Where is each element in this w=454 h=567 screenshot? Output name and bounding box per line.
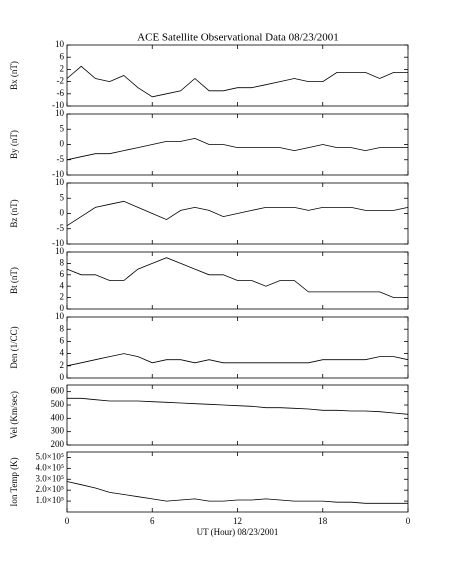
data-line — [66, 353, 409, 367]
y-tick-label: 0 — [60, 208, 65, 218]
data-line — [67, 397, 409, 415]
y-tick-label: 5 — [60, 192, 65, 202]
y-tick-label: 10 — [55, 311, 65, 321]
y-tick-label: 2.0×10⁵ — [36, 484, 64, 494]
y-tick-label: 6 — [60, 269, 65, 279]
x-tick-label: 18 — [318, 516, 328, 526]
y-axis-label: Ion Temp (K) — [9, 457, 19, 506]
y-tick-label: 5 — [60, 123, 65, 133]
y-tick-label: 500 — [51, 399, 65, 409]
y-tick-label: 6 — [60, 335, 65, 345]
y-tick-label: 2 — [60, 360, 65, 370]
y-tick-label: -5 — [57, 223, 65, 233]
y-tick-label: 200 — [51, 439, 65, 449]
y-tick-label: 3.0×10⁵ — [36, 473, 64, 483]
y-tick-label: 4 — [60, 348, 65, 358]
y-axis-label: Vel (Km/sec) — [9, 391, 19, 439]
x-tick-label: 0 — [406, 516, 411, 526]
panel-frame — [66, 316, 409, 379]
panel-frame — [66, 113, 409, 176]
y-tick-label: -10 — [52, 169, 64, 179]
y-tick-label: 300 — [51, 426, 65, 436]
x-tick-label: 6 — [150, 516, 155, 526]
y-axis-label: Bx (nT) — [9, 61, 19, 90]
data-line — [66, 257, 408, 298]
y-tick-label: 1.0×10⁵ — [36, 495, 64, 505]
panel-frame — [66, 44, 409, 107]
data-line — [66, 200, 409, 227]
y-tick-label: 8 — [60, 323, 65, 333]
y-tick-label: 2 — [60, 292, 65, 302]
y-tick-label: 8 — [60, 257, 65, 267]
y-tick-label: 6 — [60, 51, 65, 61]
y-tick-label: 0 — [60, 139, 65, 149]
panel-frame — [66, 384, 409, 446]
y-tick-label: 10 — [55, 108, 65, 118]
data-line — [66, 65, 408, 98]
y-tick-label: -10 — [52, 238, 64, 248]
y-tick-label: 10 — [55, 39, 65, 49]
y-tick-label: 10 — [55, 177, 65, 187]
x-axis-label: UT (Hour) 08/23/2001 — [197, 527, 279, 537]
x-tick-label: 12 — [233, 516, 242, 526]
y-tick-label: 10 — [55, 246, 65, 256]
data-line — [66, 481, 408, 504]
y-tick-label: -5 — [57, 154, 65, 164]
y-axis-label: Den (1/CC) — [9, 326, 19, 368]
chart-title: ACE Satellite Observational Data 08/23/2… — [137, 32, 339, 44]
y-tick-label: -6 — [57, 88, 65, 98]
y-axis-label: Bt (nT) — [9, 267, 19, 294]
y-tick-label: 600 — [51, 386, 65, 396]
y-tick-label: 5.0×10⁵ — [36, 452, 64, 462]
y-tick-label: 0 — [60, 372, 65, 382]
data-line — [66, 137, 408, 161]
y-tick-label: -2 — [57, 76, 65, 86]
y-tick-label: 4.0×10⁵ — [36, 462, 64, 472]
y-axis-label: Bz (nT) — [9, 199, 19, 227]
y-tick-label: 0 — [60, 303, 65, 313]
y-tick-label: 4 — [60, 280, 65, 290]
y-axis-label: By (nT) — [9, 130, 19, 159]
y-tick-label: 2 — [60, 63, 65, 73]
x-tick-label: 0 — [65, 516, 70, 526]
y-tick-label: 400 — [51, 412, 65, 422]
y-tick-label: -10 — [52, 100, 64, 110]
